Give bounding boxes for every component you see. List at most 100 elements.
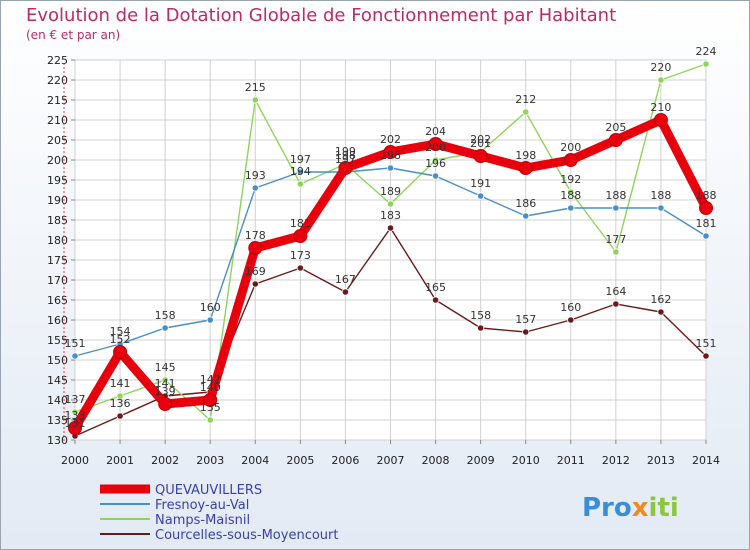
data-label-quevauvillers-2003: 140 <box>200 381 221 394</box>
data-label-courcelles-sous-moyencourt-2014: 151 <box>696 337 717 350</box>
x-tick-label-2007: 2007 <box>377 454 405 467</box>
point-courcelles-sous-moyencourt-2010 <box>522 328 530 336</box>
point-quevauvillers-2004 <box>248 241 263 255</box>
data-label-courcelles-sous-moyencourt-2012: 164 <box>605 285 626 298</box>
data-label-courcelles-sous-moyencourt-2011: 160 <box>560 301 581 314</box>
point-namps-maisnil-2010 <box>522 108 530 116</box>
y-tick-label-210: 210 <box>47 114 68 127</box>
point-courcelles-sous-moyencourt-2005 <box>296 264 304 272</box>
point-fresnoy-au-val-2002 <box>161 324 169 332</box>
point-quevauvillers-2014 <box>699 201 713 215</box>
y-tick-label-225: 225 <box>47 54 68 67</box>
legend-label-courcelles-sous-moyencourt: Courcelles-sous-Moyencourt <box>155 528 338 543</box>
point-fresnoy-au-val-2000 <box>71 352 79 360</box>
logo-part-x: x <box>632 493 649 523</box>
data-label-namps-maisnil-2004: 215 <box>245 81 266 94</box>
data-label-courcelles-sous-moyencourt-2005: 173 <box>290 249 311 262</box>
data-label-fresnoy-au-val-2001: 154 <box>110 325 131 338</box>
data-label-courcelles-sous-moyencourt-2013: 162 <box>650 293 671 306</box>
point-namps-maisnil-2000 <box>71 408 79 416</box>
data-label-quevauvillers-2010: 198 <box>515 149 536 162</box>
data-label-fresnoy-au-val-2009: 191 <box>470 177 491 190</box>
y-tick-label-215: 215 <box>47 94 68 107</box>
x-tick-label-2004: 2004 <box>241 454 269 467</box>
point-quevauvillers-2006 <box>338 161 353 175</box>
data-label-quevauvillers-2013: 210 <box>650 101 671 114</box>
point-quevauvillers-2009 <box>473 149 488 163</box>
data-label-fresnoy-au-val-2002: 158 <box>155 309 176 322</box>
point-quevauvillers-2001 <box>113 345 128 359</box>
data-label-fresnoy-au-val-2005: 197 <box>290 153 311 166</box>
data-label-fresnoy-au-val-2011: 188 <box>560 189 581 202</box>
point-quevauvillers-2013 <box>653 113 668 127</box>
point-courcelles-sous-moyencourt-2012 <box>612 300 620 308</box>
x-tick-label-2008: 2008 <box>422 454 450 467</box>
data-label-namps-maisnil-2006: 199 <box>335 145 356 158</box>
data-label-courcelles-sous-moyencourt-2008: 165 <box>425 281 446 294</box>
data-label-courcelles-sous-moyencourt-2002: 141 <box>155 377 176 390</box>
point-namps-maisnil-2004 <box>251 96 259 104</box>
x-tick-label-2002: 2002 <box>151 454 179 467</box>
data-label-courcelles-sous-moyencourt-2010: 157 <box>515 313 536 326</box>
y-tick-label-220: 220 <box>47 74 68 87</box>
y-tick-label-190: 190 <box>47 194 68 207</box>
point-fresnoy-au-val-2004 <box>251 184 259 192</box>
data-label-namps-maisnil-2002: 145 <box>155 361 176 374</box>
point-quevauvillers-2005 <box>293 229 308 243</box>
point-namps-maisnil-2002 <box>161 376 169 384</box>
data-label-courcelles-sous-moyencourt-2009: 158 <box>470 309 491 322</box>
point-fresnoy-au-val-2010 <box>522 212 530 220</box>
data-label-quevauvillers-2004: 178 <box>245 229 266 242</box>
data-label-namps-maisnil-2014: 224 <box>696 45 717 58</box>
data-label-courcelles-sous-moyencourt-2001: 136 <box>110 397 131 410</box>
y-tick-label-185: 185 <box>47 214 68 227</box>
data-label-namps-maisnil-2008: 200 <box>425 141 446 154</box>
chart-subtitle: (en € et par an) <box>26 28 120 42</box>
point-namps-maisnil-2003 <box>206 416 214 424</box>
data-label-quevauvillers-2012: 205 <box>605 121 626 134</box>
chart-title: Evolution de la Dotation Globale de Fonc… <box>26 5 616 26</box>
y-tick-label-160: 160 <box>47 314 68 327</box>
point-quevauvillers-2003 <box>203 393 218 407</box>
data-label-quevauvillers-2000: 133 <box>65 409 86 422</box>
y-tick-label-175: 175 <box>47 254 68 267</box>
data-label-quevauvillers-2009: 201 <box>470 137 491 150</box>
data-label-namps-maisnil-2003: 135 <box>200 401 221 414</box>
point-courcelles-sous-moyencourt-2014 <box>702 352 710 360</box>
x-tick-label-2013: 2013 <box>647 454 675 467</box>
point-quevauvillers-2011 <box>563 153 578 167</box>
x-tick-label-2006: 2006 <box>331 454 359 467</box>
data-label-namps-maisnil-2005: 194 <box>290 165 311 178</box>
data-label-fresnoy-au-val-2007: 198 <box>380 149 401 162</box>
y-tick-label-165: 165 <box>47 294 68 307</box>
data-label-quevauvillers-2011: 200 <box>560 141 581 154</box>
y-tick-label-195: 195 <box>47 174 68 187</box>
data-label-fresnoy-au-val-2012: 188 <box>605 189 626 202</box>
data-label-courcelles-sous-moyencourt-2003: 142 <box>200 373 221 386</box>
data-label-fresnoy-au-val-2008: 196 <box>425 157 446 170</box>
x-tick-label-2014: 2014 <box>692 454 720 467</box>
data-label-namps-maisnil-2007: 189 <box>380 185 401 198</box>
x-tick-label-2003: 2003 <box>196 454 224 467</box>
point-quevauvillers-2007 <box>383 145 398 159</box>
x-tick-label-2000: 2000 <box>61 454 89 467</box>
data-label-courcelles-sous-moyencourt-2000: 131 <box>65 417 86 430</box>
legend: QUEVAUVILLERSFresnoy-au-ValNamps-Maisnil… <box>100 483 338 543</box>
point-namps-maisnil-2012 <box>612 248 620 256</box>
x-tick-label-2012: 2012 <box>602 454 630 467</box>
data-labels: 131 136 141 142 169 173 167 183 165 158 157 160 164 1… <box>65 45 717 430</box>
data-label-fresnoy-au-val-2004: 193 <box>245 169 266 182</box>
y-tick-label-200: 200 <box>47 154 68 167</box>
data-label-fresnoy-au-val-2006: 197 <box>335 153 356 166</box>
y-axis: 130 135 140 145 150 155 160 165 170 175 180 185 190 1… <box>47 54 75 447</box>
point-courcelles-sous-moyencourt-2013 <box>657 308 665 316</box>
y-tick-label-155: 155 <box>47 334 68 347</box>
y-tick-label-150: 150 <box>47 354 68 367</box>
y-tick-label-145: 145 <box>47 374 68 387</box>
data-label-fresnoy-au-val-2013: 188 <box>650 189 671 202</box>
point-courcelles-sous-moyencourt-2009 <box>477 324 485 332</box>
point-fresnoy-au-val-2013 <box>657 204 665 212</box>
point-quevauvillers-2012 <box>608 133 623 147</box>
data-label-namps-maisnil-2011: 192 <box>560 173 581 186</box>
